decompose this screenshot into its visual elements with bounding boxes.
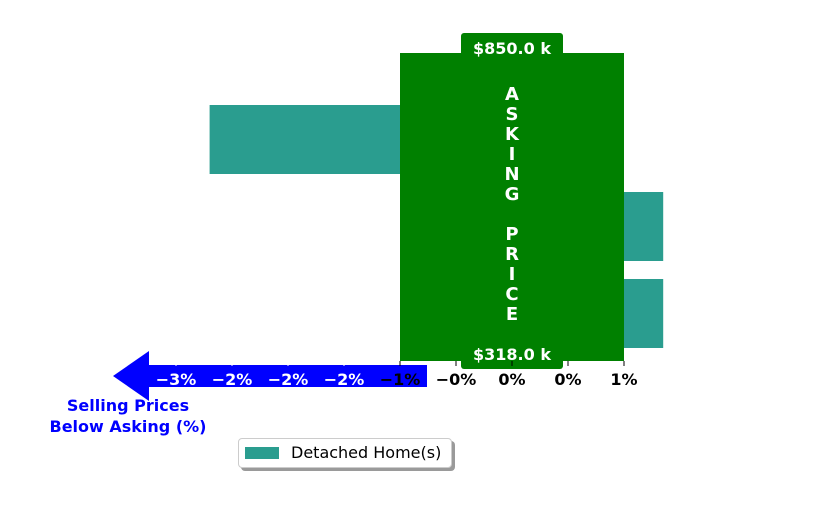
asking-price-letter: A (505, 84, 519, 105)
x-tick-label: −2% (212, 370, 253, 389)
asking-price-band (400, 53, 624, 361)
legend: Detached Home(s) (238, 438, 452, 468)
bottom-price-label: $318.0 k (461, 343, 563, 369)
legend-label-detached: Detached Home(s) (291, 443, 442, 462)
x-tick-label: −0% (436, 370, 477, 389)
below-asking-line-1: Selling Prices (66, 396, 190, 415)
asking-price-letter: P (505, 224, 518, 245)
asking-price-letter: I (509, 264, 516, 285)
x-tick-label: −1% (380, 370, 421, 389)
asking-price-letter: G (505, 184, 520, 205)
x-tick-label: −2% (324, 370, 365, 389)
asking-price-letter: N (504, 164, 519, 185)
below-asking-line-2: Below Asking (%) (49, 417, 207, 436)
svg-text:$318.0 k: $318.0 k (473, 345, 551, 364)
below-asking-label: Selling Prices Below Asking (%) (40, 395, 216, 437)
top-price-label: $850.0 k (461, 33, 563, 59)
x-tick-label: 1% (610, 370, 637, 389)
asking-price-letter: I (509, 144, 516, 165)
x-tick-label: 0% (554, 370, 581, 389)
asking-price-letter: S (506, 104, 519, 125)
below-asking-arrow (113, 351, 427, 401)
x-axis-ticks: −3% −2% −2% −2% −1% −0% 0% 0% 1% (156, 361, 638, 389)
x-tick-label: −3% (156, 370, 197, 389)
asking-price-letter: R (505, 244, 519, 265)
legend-swatch-detached (245, 447, 279, 459)
asking-price-letter: K (505, 124, 520, 145)
asking-price-letter: E (506, 304, 518, 325)
asking-price-letter: C (505, 284, 518, 305)
x-tick-label: −2% (268, 370, 309, 389)
x-tick-label: 0% (498, 370, 525, 389)
svg-text:$850.0 k: $850.0 k (473, 39, 551, 58)
